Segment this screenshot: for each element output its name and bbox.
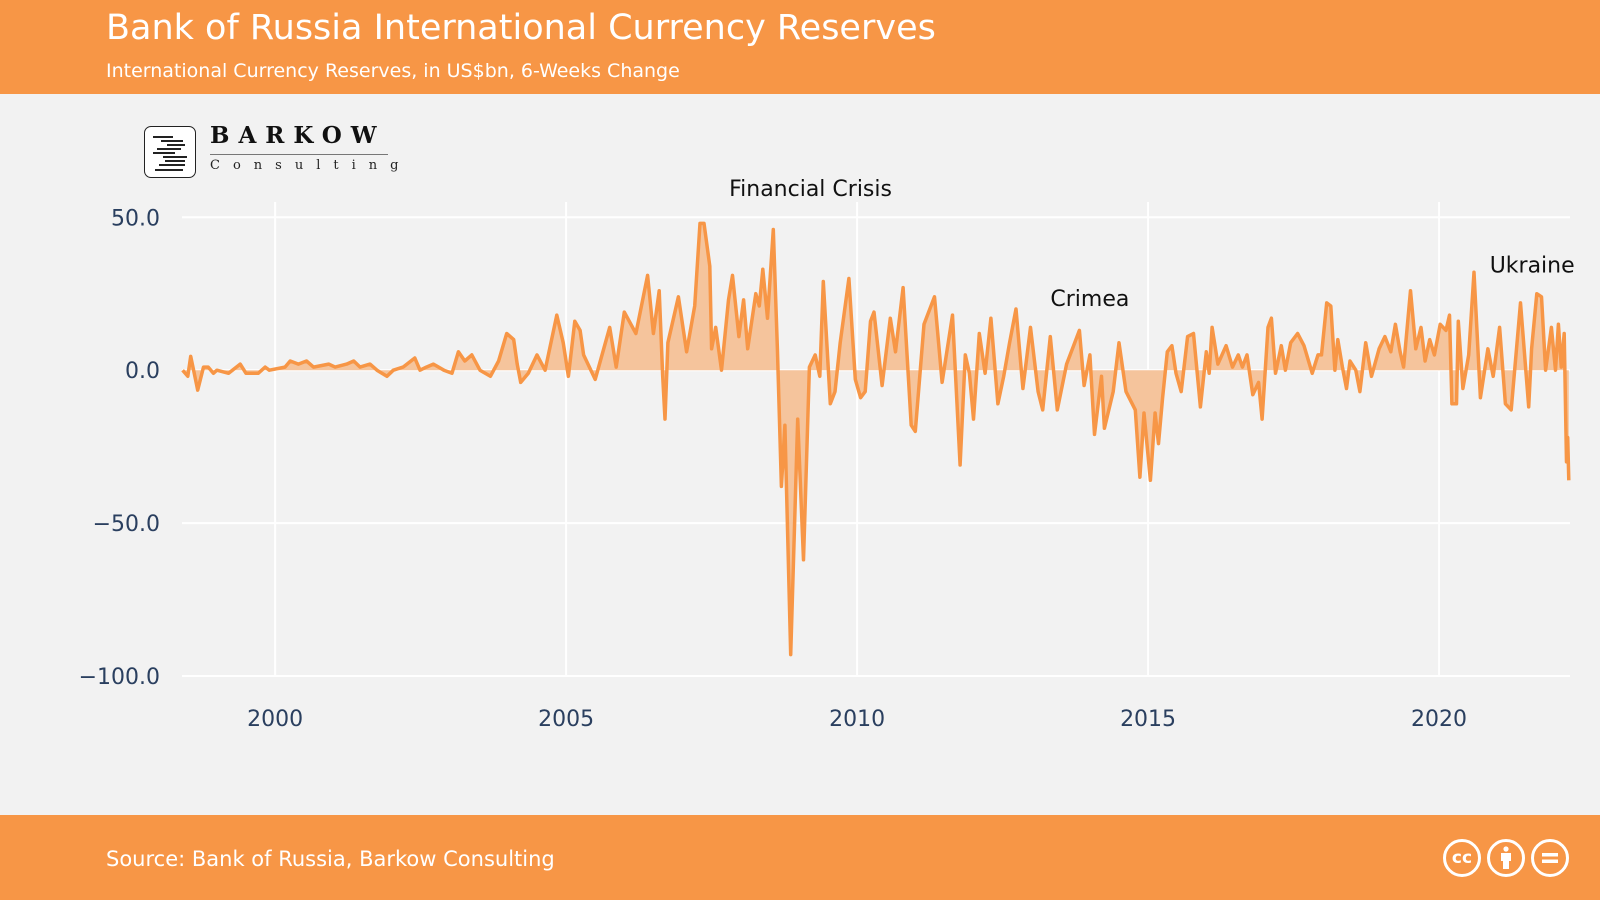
y-tick-label: 0.0 <box>125 359 160 384</box>
annotation-label: Ukraine <box>1490 253 1575 278</box>
grid <box>182 202 1570 677</box>
annotation-label: Financial Crisis <box>729 177 892 202</box>
x-tick-label: 2020 <box>1411 707 1467 732</box>
series-area-fill <box>182 223 1569 655</box>
footer-band: Source: Bank of Russia, Barkow Consultin… <box>0 815 1600 900</box>
annotation-label: Crimea <box>1050 287 1129 312</box>
x-tick-label: 2015 <box>1120 707 1176 732</box>
x-tick-label: 2010 <box>829 707 885 732</box>
y-tick-label: 50.0 <box>111 206 160 231</box>
annotations: Financial Crisis Crimea Ukraine <box>729 177 1575 312</box>
x-tick-label: 2005 <box>538 707 594 732</box>
header-band: Bank of Russia International Currency Re… <box>0 0 1600 94</box>
attribution-icon[interactable] <box>1487 839 1525 877</box>
series-line <box>181 221 1571 657</box>
logo-subtitle: Consulting <box>210 158 412 173</box>
barkow-logo: BARKOW Consulting <box>144 122 398 182</box>
page-title: Bank of Russia International Currency Re… <box>106 8 936 48</box>
x-tick-label: 2000 <box>247 707 303 732</box>
logo-wordmark: BARKOW <box>210 122 386 149</box>
y-tick-label: −100.0 <box>79 665 160 690</box>
source-note: Source: Bank of Russia, Barkow Consultin… <box>106 847 555 871</box>
y-tick-label: −50.0 <box>93 512 160 537</box>
y-axis-ticks: 50.0 0.0 −50.0 −100.0 <box>79 206 160 690</box>
no-derivatives-icon[interactable] <box>1531 839 1569 877</box>
logo-mark-icon <box>144 126 196 178</box>
x-axis-ticks: 2000 2005 2010 2015 2020 <box>247 707 1467 732</box>
page-subtitle: International Currency Reserves, in US$b… <box>106 60 680 82</box>
logo-divider <box>210 154 388 155</box>
cc-icon[interactable]: cc <box>1443 839 1481 877</box>
